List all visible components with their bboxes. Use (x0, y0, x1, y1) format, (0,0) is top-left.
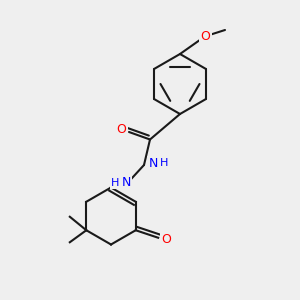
Text: O: O (201, 29, 210, 43)
Text: H: H (111, 178, 119, 188)
Text: H: H (160, 158, 168, 169)
Text: O: O (162, 233, 172, 246)
Text: N: N (121, 176, 131, 190)
Text: O: O (117, 123, 126, 136)
Text: N: N (148, 157, 158, 170)
